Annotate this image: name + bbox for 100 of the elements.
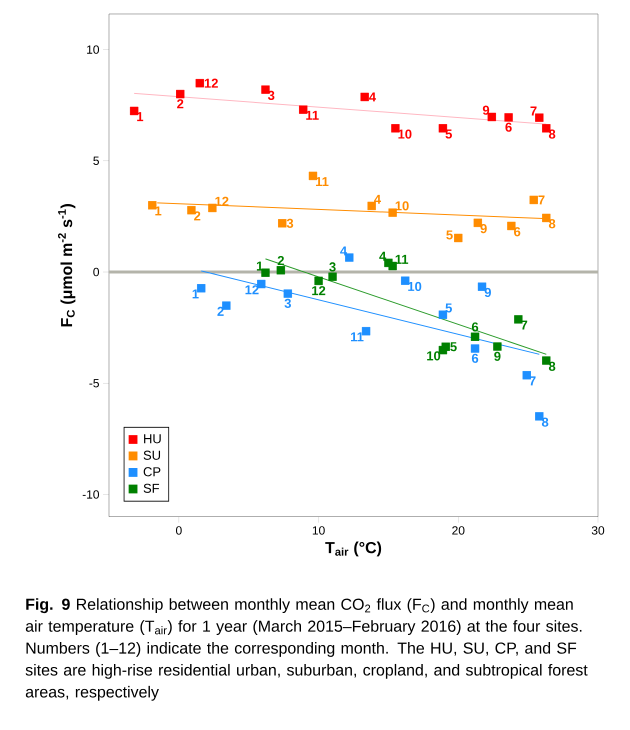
legend-label: HU [144, 434, 161, 444]
annotation: 2 [194, 211, 200, 220]
point [438, 124, 448, 133]
annotation: 1 [155, 206, 162, 216]
annotation: 11 [306, 110, 319, 120]
point [276, 266, 286, 274]
point [261, 85, 270, 94]
y-tick-label: 10 [87, 45, 100, 54]
point [257, 280, 266, 288]
annotation: 6 [472, 322, 478, 332]
annotation: 5 [446, 130, 452, 139]
point [478, 282, 486, 291]
annotation: 3 [286, 218, 294, 228]
text: Fig. 9 Relationship between monthly mean CO$_{2}$ flux (F$_{C}$) and monthly mean air temperature (T$_{air}$) for 1 year (March 2015–February 2016) at the four sites. Numbers (1–12) indicate the corresponding month. The HU, SU, CP, and SF sites are high-rise residential urban, suburban, cropland, and subtropical forest areas, respectively [26, 598, 588, 701]
x-axis-title: T$_{air}$ (°C) [325, 542, 382, 556]
point [278, 219, 286, 228]
annotation: 10 [396, 201, 409, 210]
point [196, 78, 204, 88]
point [187, 206, 196, 214]
annotation: 6 [514, 227, 520, 236]
annotation: 10 [408, 282, 422, 292]
y-tick-label: -10 [82, 490, 100, 499]
point [308, 172, 318, 180]
annotation: 2 [278, 256, 284, 266]
point [391, 124, 400, 133]
point [507, 222, 516, 230]
point [176, 90, 184, 98]
point [542, 124, 551, 133]
annotation: 3 [284, 298, 291, 308]
annotation: 6 [505, 122, 512, 132]
annotation: 3 [268, 90, 274, 100]
point [530, 196, 538, 204]
annotation: 9 [480, 224, 487, 234]
annotation: 10 [398, 130, 412, 139]
point [488, 112, 496, 122]
annotation: 8 [548, 219, 556, 228]
point [367, 202, 376, 210]
point [284, 289, 292, 298]
annotation: 4 [379, 252, 386, 261]
annotation: 4 [374, 194, 381, 204]
annotation: 9 [482, 106, 490, 115]
x-tick-label: 30 [592, 526, 604, 535]
point [454, 234, 462, 242]
point [314, 276, 323, 286]
annotation: 2 [177, 99, 184, 108]
annotation: 5 [450, 342, 457, 352]
annotation: 12 [312, 286, 326, 296]
annotation: 8 [548, 362, 556, 371]
point [522, 371, 531, 380]
point [493, 342, 502, 351]
point [388, 262, 397, 270]
annotation: 1 [137, 112, 144, 122]
point [345, 253, 354, 262]
annotation: 9 [494, 352, 501, 361]
annotation: 1 [192, 289, 199, 298]
point [535, 113, 544, 122]
annotation: 11 [351, 332, 364, 342]
point [360, 92, 369, 102]
annotation: 11 [396, 254, 408, 264]
point [470, 332, 480, 341]
point [438, 346, 448, 354]
annotation: 4 [340, 246, 348, 256]
annotation: 8 [548, 130, 556, 139]
annotation: 11 [316, 177, 329, 186]
annotation: 4 [369, 92, 376, 102]
annotation: 7 [530, 106, 537, 116]
x-tick-label: 20 [452, 526, 464, 535]
point [514, 315, 523, 324]
x-tick-label: 0 [176, 526, 182, 535]
point [474, 218, 482, 228]
y-tick-label: 0 [93, 268, 100, 276]
annotation: 5 [446, 303, 452, 313]
point [328, 272, 337, 281]
point [197, 284, 206, 292]
point [299, 105, 308, 114]
y-tick-label: 5 [93, 156, 99, 165]
annotation: 12 [204, 78, 218, 88]
point [362, 326, 370, 336]
y-axis-title: F$_{C}$ (μmol m$^{-2}$ s$^{-1}$) [58, 204, 76, 326]
annotation: 5 [446, 230, 453, 240]
annotation: 12 [246, 285, 259, 294]
y-tick-label: -5 [89, 379, 99, 388]
point [130, 106, 138, 116]
point [400, 276, 410, 285]
point [438, 310, 448, 319]
point [504, 113, 513, 122]
point [388, 208, 397, 217]
legend-label: SU [144, 450, 160, 460]
annotation: 8 [542, 418, 548, 427]
point [470, 344, 480, 353]
point [208, 204, 217, 212]
annotation: 6 [472, 354, 478, 363]
annotation: 7 [538, 195, 545, 204]
point [535, 412, 544, 421]
legend-label: CP [144, 467, 160, 476]
x-tick-label: 10 [312, 526, 325, 535]
point [222, 301, 231, 310]
legend-label: SF [144, 484, 160, 493]
annotation: 3 [329, 262, 336, 272]
point [148, 201, 157, 210]
